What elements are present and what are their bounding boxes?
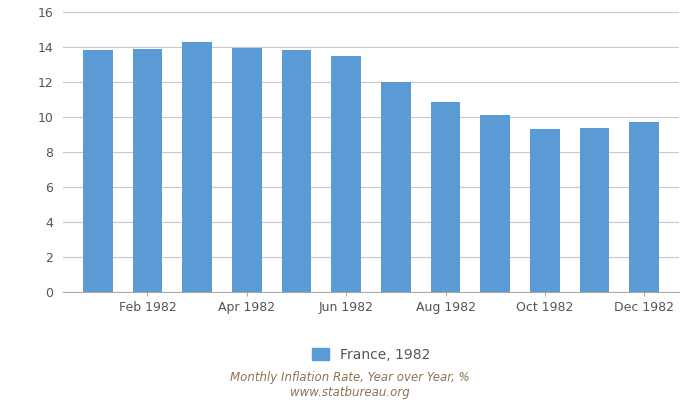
- Bar: [530, 129, 560, 292]
- Bar: [281, 50, 312, 292]
- Bar: [629, 122, 659, 292]
- Bar: [132, 49, 162, 292]
- Bar: [430, 102, 461, 292]
- Bar: [480, 115, 510, 292]
- Bar: [580, 128, 610, 292]
- Bar: [232, 48, 262, 292]
- Legend: France, 1982: France, 1982: [305, 341, 437, 369]
- Text: Monthly Inflation Rate, Year over Year, %: Monthly Inflation Rate, Year over Year, …: [230, 372, 470, 384]
- Bar: [381, 82, 411, 292]
- Bar: [331, 56, 361, 292]
- Bar: [182, 42, 212, 292]
- Bar: [83, 50, 113, 292]
- Text: www.statbureau.org: www.statbureau.org: [290, 386, 410, 399]
